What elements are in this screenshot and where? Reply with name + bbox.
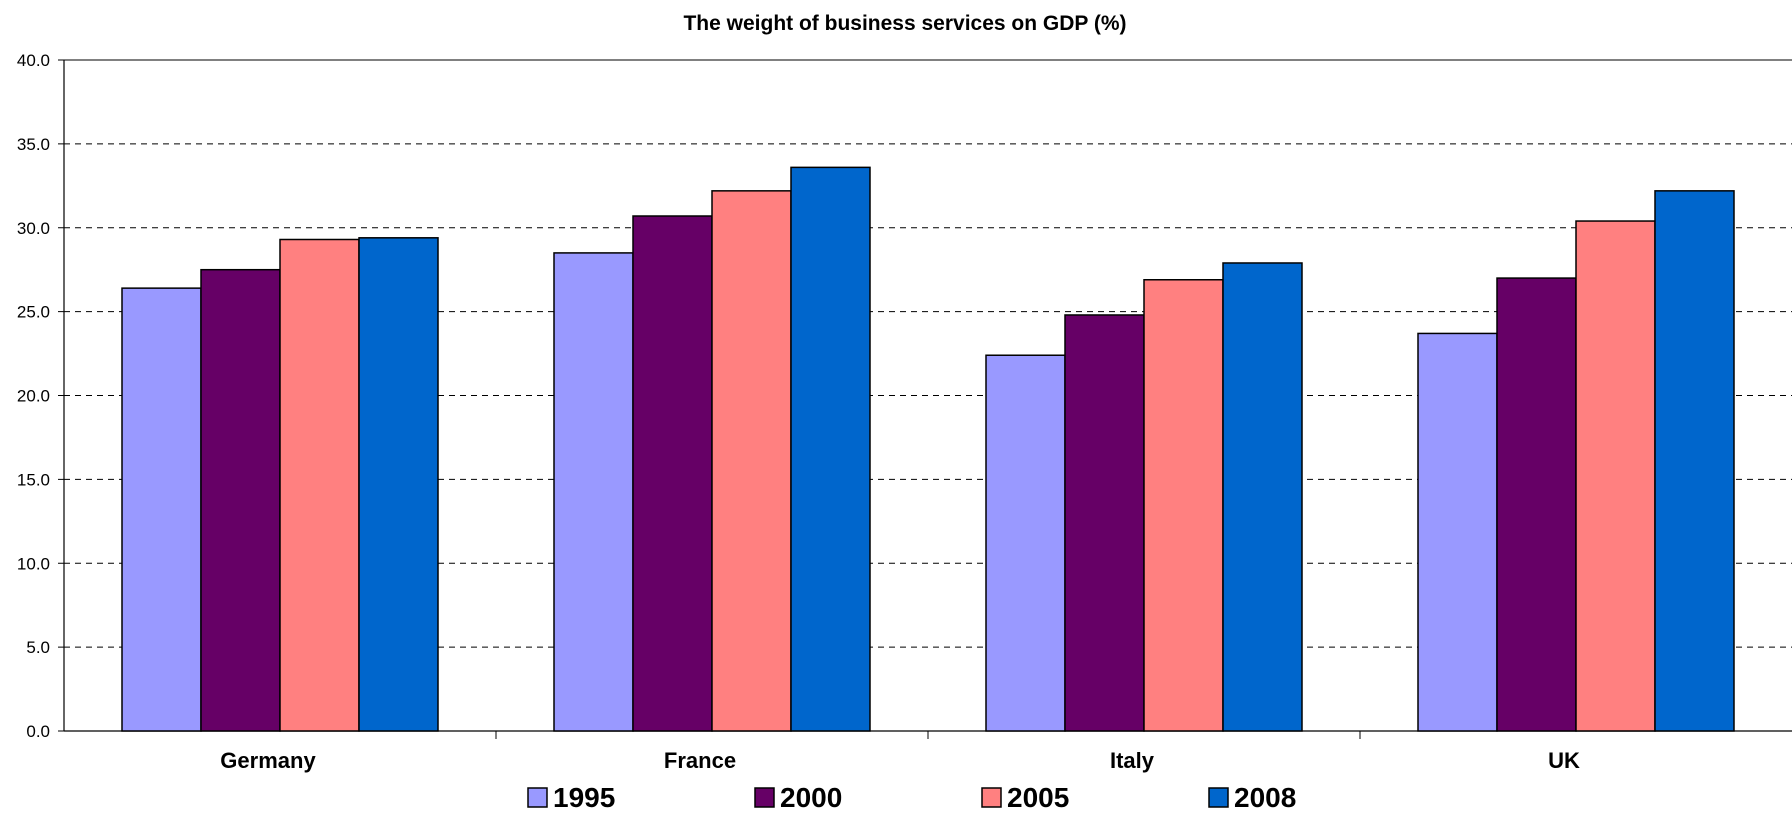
y-tick-label: 5.0 xyxy=(26,638,50,657)
legend-swatch-2008 xyxy=(1208,787,1229,808)
y-tick-label: 30.0 xyxy=(17,219,50,238)
bar-france-2000 xyxy=(632,215,713,732)
legend-label: 2005 xyxy=(1007,782,1069,813)
bar-uk-2000 xyxy=(1496,277,1577,732)
y-tick-label: 15.0 xyxy=(17,470,50,489)
x-category-label: Italy xyxy=(1110,748,1155,773)
legend-swatch-2005 xyxy=(981,787,1002,808)
y-tick-label: 25.0 xyxy=(17,303,50,322)
bar-italy-2005 xyxy=(1143,279,1224,732)
bar-italy-2000 xyxy=(1064,314,1145,732)
y-tick-label: 0.0 xyxy=(26,722,50,741)
x-category-label: Germany xyxy=(220,748,316,773)
bar-germany-2005 xyxy=(279,238,360,732)
bar-uk-1995 xyxy=(1417,332,1498,732)
legend-label: 2008 xyxy=(1234,782,1296,813)
bar-germany-2008 xyxy=(358,237,439,732)
x-category-label: UK xyxy=(1548,748,1580,773)
bar-italy-1995 xyxy=(985,354,1066,732)
bar-uk-2005 xyxy=(1575,220,1656,732)
category-labels: Germany France Italy UK xyxy=(220,748,1580,773)
x-category-label: France xyxy=(664,748,736,773)
bar-germany-1995 xyxy=(121,287,202,732)
bar-france-1995 xyxy=(553,252,634,732)
y-tick-label: 10.0 xyxy=(17,554,50,573)
bars xyxy=(121,166,1735,732)
legend-label: 1995 xyxy=(553,782,615,813)
y-tick-label: 20.0 xyxy=(17,387,50,406)
bar-france-2008 xyxy=(790,166,871,732)
legend-swatch-2000 xyxy=(754,787,775,808)
legend: 1995 2000 2005 2008 xyxy=(527,782,1296,813)
bar-france-2005 xyxy=(711,190,792,732)
legend-label: 2000 xyxy=(780,782,842,813)
y-tick-label: 40.0 xyxy=(17,51,50,70)
bar-italy-2008 xyxy=(1222,262,1303,732)
y-tick-label: 35.0 xyxy=(17,135,50,154)
axes: 0.0 5.0 10.0 15.0 20.0 25.0 30.0 35.0 40.0 xyxy=(17,51,1792,741)
bar-uk-2008 xyxy=(1654,190,1735,732)
chart-title: The weight of business services on GDP (… xyxy=(683,12,1126,35)
bar-germany-2000 xyxy=(200,268,281,732)
legend-swatch-1995 xyxy=(527,787,548,808)
